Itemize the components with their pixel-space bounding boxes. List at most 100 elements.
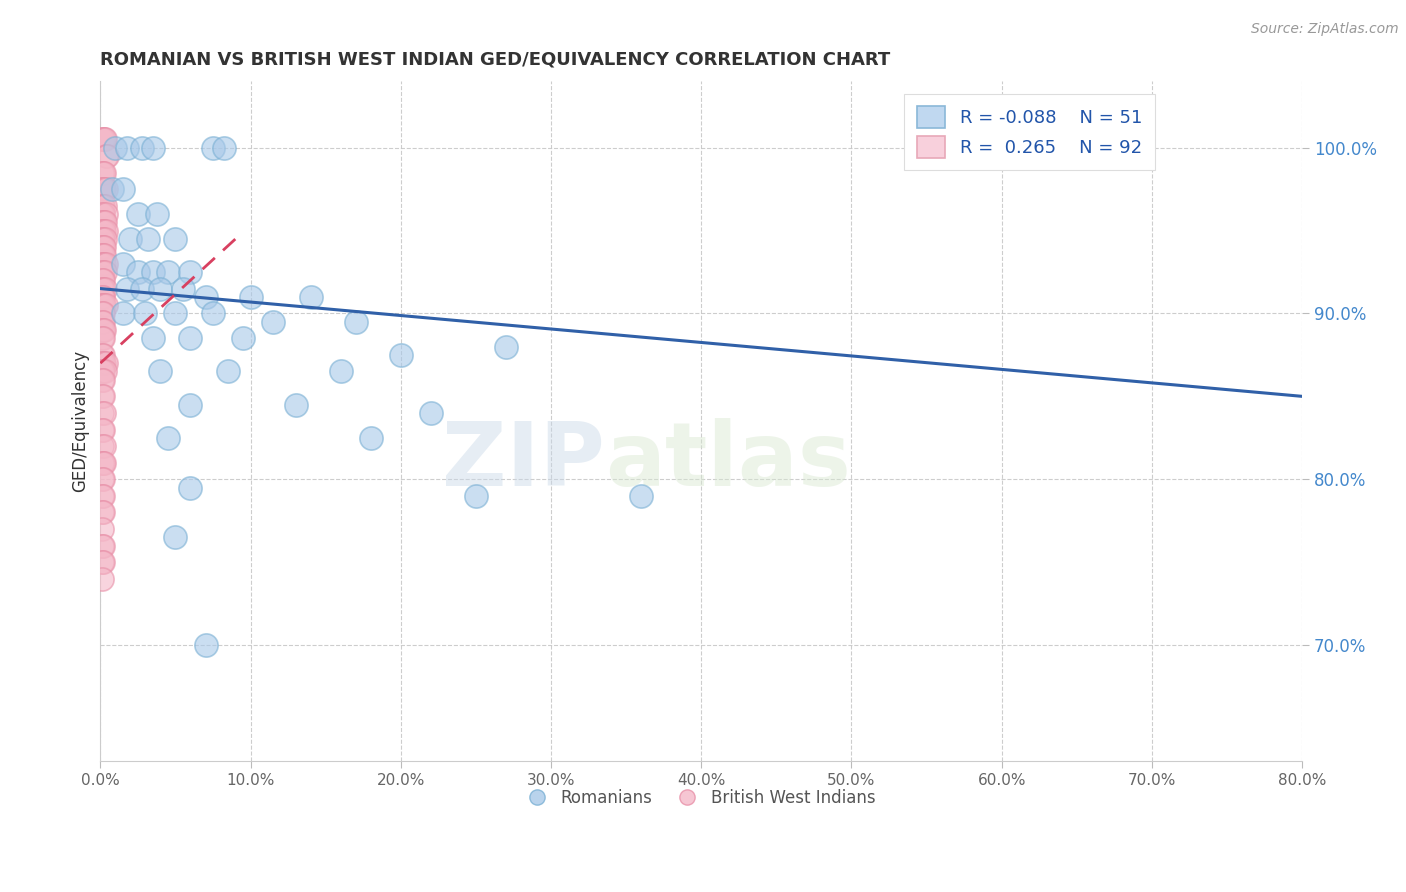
- Point: [93, 257, 115, 271]
- Point: [94, 364, 117, 378]
- Point: [127, 265, 149, 279]
- Point: [91, 282, 114, 296]
- Point: [91, 472, 114, 486]
- Point: [464, 489, 486, 503]
- Point: [90, 489, 112, 503]
- Point: [217, 364, 239, 378]
- Point: [93, 207, 115, 221]
- Point: [91, 165, 114, 179]
- Point: [111, 182, 134, 196]
- Point: [91, 248, 114, 262]
- Point: [90, 472, 112, 486]
- Point: [93, 199, 115, 213]
- Point: [91, 315, 114, 329]
- Point: [495, 340, 517, 354]
- Point: [90, 356, 112, 370]
- Legend: Romanians, British West Indians: Romanians, British West Indians: [520, 782, 882, 814]
- Point: [179, 398, 201, 412]
- Point: [101, 182, 124, 196]
- Point: [90, 132, 112, 146]
- Point: [91, 331, 114, 345]
- Point: [91, 290, 114, 304]
- Point: [90, 199, 112, 213]
- Point: [91, 456, 114, 470]
- Point: [91, 265, 114, 279]
- Point: [90, 572, 112, 586]
- Point: [953, 141, 976, 155]
- Y-axis label: GED/Equivalency: GED/Equivalency: [72, 351, 89, 492]
- Point: [93, 132, 115, 146]
- Point: [91, 182, 114, 196]
- Point: [91, 555, 114, 569]
- Point: [93, 248, 115, 262]
- Point: [104, 141, 127, 155]
- Point: [94, 257, 117, 271]
- Point: [90, 306, 112, 320]
- Point: [232, 331, 254, 345]
- Point: [284, 398, 307, 412]
- Point: [90, 555, 112, 569]
- Point: [90, 456, 112, 470]
- Point: [142, 141, 165, 155]
- Point: [419, 406, 441, 420]
- Point: [94, 232, 117, 246]
- Point: [93, 182, 115, 196]
- Point: [165, 306, 187, 320]
- Point: [90, 215, 112, 229]
- Point: [90, 298, 112, 312]
- Point: [138, 232, 160, 246]
- Point: [202, 306, 225, 320]
- Point: [194, 638, 217, 652]
- Point: [91, 298, 114, 312]
- Point: [90, 232, 112, 246]
- Point: [149, 282, 172, 296]
- Point: [93, 406, 115, 420]
- Point: [93, 232, 115, 246]
- Point: [194, 290, 217, 304]
- Point: [179, 481, 201, 495]
- Point: [149, 364, 172, 378]
- Point: [93, 323, 115, 337]
- Point: [91, 505, 114, 519]
- Point: [179, 331, 201, 345]
- Point: [165, 530, 187, 544]
- Point: [94, 149, 117, 163]
- Point: [90, 505, 112, 519]
- Point: [142, 265, 165, 279]
- Point: [630, 489, 652, 503]
- Point: [93, 298, 115, 312]
- Point: [131, 282, 153, 296]
- Point: [90, 331, 112, 345]
- Point: [179, 265, 201, 279]
- Point: [93, 223, 115, 237]
- Point: [93, 456, 115, 470]
- Point: [117, 141, 139, 155]
- Point: [156, 265, 179, 279]
- Point: [202, 141, 225, 155]
- Point: [90, 389, 112, 403]
- Point: [91, 356, 114, 370]
- Point: [134, 306, 156, 320]
- Point: [117, 282, 139, 296]
- Point: [90, 223, 112, 237]
- Point: [165, 232, 187, 246]
- Point: [91, 539, 114, 553]
- Point: [91, 215, 114, 229]
- Point: [360, 431, 382, 445]
- Point: [120, 232, 142, 246]
- Point: [239, 290, 262, 304]
- Point: [94, 356, 117, 370]
- Point: [91, 423, 114, 437]
- Point: [91, 240, 114, 254]
- Point: [94, 265, 117, 279]
- Point: [146, 207, 169, 221]
- Point: [212, 141, 235, 155]
- Point: [91, 364, 114, 378]
- Point: [90, 364, 112, 378]
- Point: [94, 132, 117, 146]
- Point: [90, 348, 112, 362]
- Point: [90, 282, 112, 296]
- Point: [90, 265, 112, 279]
- Point: [90, 182, 112, 196]
- Point: [90, 315, 112, 329]
